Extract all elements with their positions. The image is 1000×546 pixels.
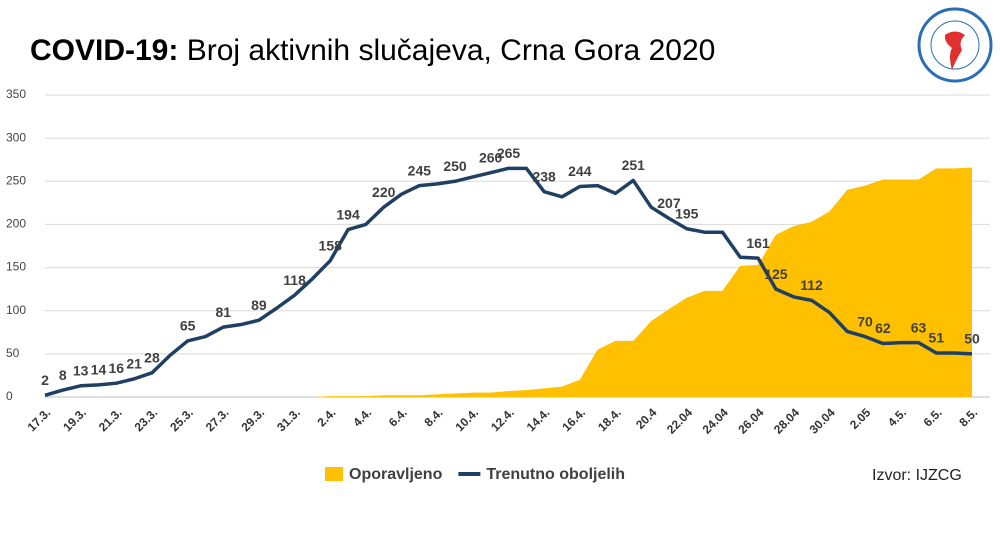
x-tick-label: 8.5.: [956, 405, 980, 429]
x-tick-label: 21.3.: [96, 405, 125, 434]
title-text: Broj aktivnih slučajeva, Crna Gora 2020: [187, 34, 716, 67]
x-tick-label: 23.3.: [132, 405, 161, 434]
data-label: 65: [180, 318, 196, 334]
y-tick-label: 50: [6, 346, 20, 360]
x-tick-label: 24.04: [700, 405, 731, 436]
y-tick-label: 0: [6, 389, 13, 403]
data-label: 21: [126, 356, 142, 372]
y-tick-label: 100: [6, 303, 26, 317]
data-label: 13: [73, 362, 89, 378]
data-label: 51: [929, 330, 945, 346]
x-tick-label: 30.04: [807, 405, 838, 436]
x-tick-label: 31.3.: [274, 405, 303, 434]
data-label: 28: [144, 350, 160, 366]
data-label: 207: [657, 195, 681, 211]
data-label: 63: [911, 319, 927, 335]
y-tick-label: 150: [6, 260, 26, 274]
x-tick-label: 26.04: [735, 405, 766, 436]
legend-label: Trenutno oboljelih: [486, 466, 625, 483]
x-tick-label: 29.3.: [239, 405, 268, 434]
data-label: 260: [479, 149, 503, 165]
x-tick-label: 19.3.: [60, 405, 89, 434]
data-label: 250: [443, 158, 467, 174]
x-tick-label: 6.5.: [921, 405, 945, 429]
data-label: 195: [675, 205, 699, 221]
x-tick-label: 6.4.: [386, 405, 410, 429]
data-label: 70: [857, 313, 873, 329]
x-tick-label: 4.5.: [885, 405, 909, 429]
data-label: 158: [319, 237, 343, 253]
data-label: 251: [622, 157, 646, 173]
data-label: 16: [109, 360, 125, 376]
y-tick-label: 350: [6, 87, 26, 101]
chart-title: COVID-19: Broj aktivnih slučajeva, Crna …: [30, 34, 715, 67]
data-label: 81: [215, 304, 231, 320]
x-tick-label: 16.4.: [559, 405, 588, 434]
logo: [917, 7, 993, 83]
data-label: 118: [283, 272, 306, 288]
x-tick-label: 12.4.: [488, 405, 517, 434]
x-tick-label: 8.4.: [422, 405, 446, 429]
y-tick-label: 200: [6, 217, 26, 231]
x-tick-label: 4.4.: [350, 405, 374, 429]
legend-label: Oporavljeno: [349, 466, 443, 483]
x-tick-label: 22.04: [664, 405, 695, 436]
data-label: 112: [800, 277, 823, 293]
y-tick-label: 250: [6, 173, 26, 187]
data-label: 125: [764, 266, 788, 282]
x-tick-label: 14.4.: [524, 405, 553, 434]
data-label: 62: [875, 320, 891, 336]
x-tick-label: 2.4.: [315, 405, 339, 429]
x-tick-label: 20.4: [633, 405, 660, 432]
data-label: 220: [372, 184, 396, 200]
data-label: 245: [408, 162, 432, 178]
x-tick-label: 17.3.: [25, 405, 54, 434]
data-label: 2: [41, 372, 49, 388]
data-label: 265: [497, 145, 521, 161]
data-label: 238: [532, 168, 556, 184]
source: Izvor: IJZCG: [872, 467, 962, 484]
x-tick-label: 10.4.: [452, 405, 481, 434]
data-label: 89: [251, 297, 267, 313]
data-label: 50: [964, 331, 980, 347]
area: [45, 167, 972, 397]
title-lead: COVID-19:: [30, 34, 178, 67]
x-tick-label: 28.04: [771, 405, 802, 436]
x-tick-label: 2.05: [847, 405, 874, 432]
data-label: 161: [746, 235, 770, 251]
data-label: 244: [568, 163, 592, 179]
data-label: 8: [59, 367, 67, 383]
line: [44, 166, 973, 397]
x-tick-label: 27.3.: [203, 405, 232, 434]
x-tick-label: 18.4.: [595, 405, 624, 434]
data-label: 14: [91, 362, 107, 378]
y-tick-label: 300: [6, 130, 26, 144]
data-label: 194: [336, 206, 360, 222]
legend-swatch: [325, 467, 343, 481]
x-tick-label: 25.3.: [167, 405, 196, 434]
